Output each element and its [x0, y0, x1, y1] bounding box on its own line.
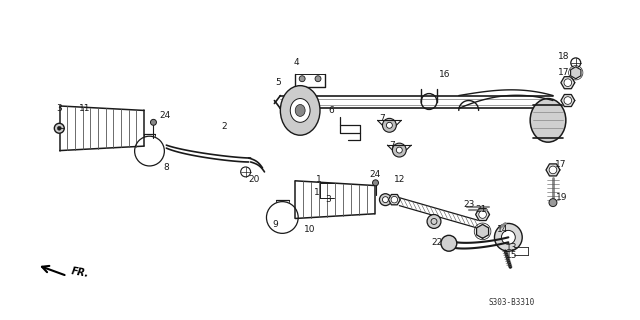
Polygon shape	[477, 224, 488, 238]
Text: 3: 3	[325, 195, 331, 204]
Text: 20: 20	[248, 175, 260, 184]
Circle shape	[427, 214, 441, 228]
Circle shape	[58, 126, 61, 130]
Text: 5: 5	[275, 78, 281, 87]
Text: S303-B3310: S303-B3310	[488, 298, 535, 307]
Text: 17: 17	[555, 160, 566, 170]
Text: 12: 12	[394, 175, 406, 184]
Ellipse shape	[280, 86, 320, 135]
Circle shape	[441, 235, 457, 251]
Circle shape	[479, 211, 486, 218]
Text: 19: 19	[556, 193, 568, 202]
Text: 3: 3	[56, 104, 62, 113]
Text: 7: 7	[389, 140, 395, 150]
Circle shape	[495, 223, 522, 251]
Circle shape	[54, 123, 64, 133]
Text: 4: 4	[293, 58, 299, 67]
Text: 13: 13	[506, 243, 518, 252]
Text: 11: 11	[79, 104, 91, 113]
Polygon shape	[561, 94, 575, 107]
Text: 14: 14	[497, 225, 508, 234]
Circle shape	[150, 119, 156, 125]
Polygon shape	[388, 195, 400, 205]
Text: 17: 17	[558, 68, 570, 77]
Ellipse shape	[291, 99, 310, 122]
Circle shape	[387, 122, 392, 128]
Circle shape	[391, 196, 397, 203]
Circle shape	[564, 97, 572, 104]
Circle shape	[549, 166, 557, 174]
Circle shape	[392, 143, 406, 157]
Text: 16: 16	[439, 70, 451, 79]
Text: 24: 24	[369, 170, 381, 180]
Circle shape	[299, 76, 305, 82]
Circle shape	[549, 199, 557, 207]
Text: 22: 22	[431, 238, 442, 247]
Text: 6: 6	[328, 106, 333, 115]
Text: 2: 2	[221, 122, 227, 131]
Text: 15: 15	[506, 251, 518, 260]
Polygon shape	[546, 164, 560, 176]
Text: 18: 18	[558, 52, 570, 61]
Polygon shape	[561, 77, 575, 89]
Circle shape	[383, 118, 396, 132]
Text: 1: 1	[316, 175, 322, 184]
Text: 10: 10	[304, 225, 316, 234]
Circle shape	[571, 58, 580, 68]
Text: 23: 23	[464, 200, 475, 209]
Ellipse shape	[530, 99, 566, 142]
Circle shape	[501, 230, 515, 244]
Circle shape	[315, 76, 321, 82]
Text: 1: 1	[314, 188, 320, 197]
Circle shape	[396, 147, 403, 153]
Polygon shape	[476, 209, 490, 220]
Text: 24: 24	[159, 111, 171, 120]
Text: 9: 9	[273, 220, 278, 229]
Polygon shape	[571, 67, 581, 79]
Circle shape	[383, 197, 388, 203]
Circle shape	[372, 180, 378, 186]
Circle shape	[380, 194, 392, 206]
Text: 21: 21	[475, 205, 486, 214]
Circle shape	[241, 167, 251, 177]
Text: 8: 8	[163, 164, 169, 172]
Text: 7: 7	[380, 114, 385, 123]
Ellipse shape	[295, 105, 305, 116]
Circle shape	[564, 79, 572, 86]
Text: FR.: FR.	[70, 267, 90, 279]
